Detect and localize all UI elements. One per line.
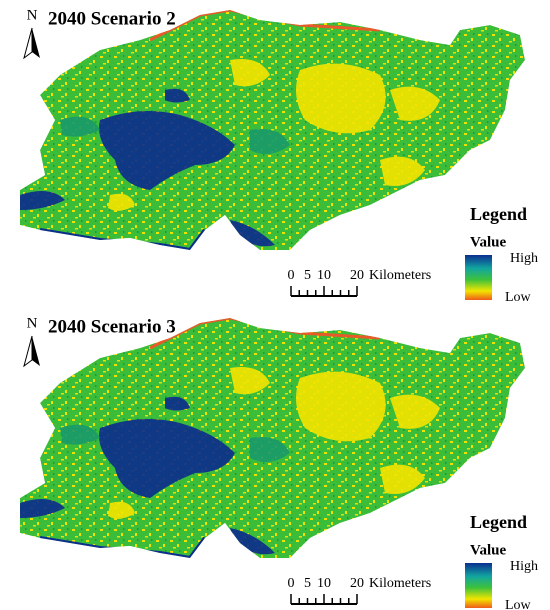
land-patch	[230, 528, 275, 555]
land-patch	[250, 129, 290, 154]
land-patch	[390, 86, 440, 121]
land-patch	[250, 437, 290, 462]
scale-label: 20	[350, 268, 364, 283]
land-patch	[108, 501, 135, 519]
legend-ramp	[465, 255, 492, 300]
legend-subtitle: Value	[470, 542, 506, 558]
region-map	[20, 318, 525, 558]
scale-label: 10	[317, 576, 331, 591]
scale-label: 20	[350, 576, 364, 591]
scale-label: 0	[288, 576, 295, 591]
legend-title: Legend	[470, 204, 527, 224]
legend-high: High	[510, 559, 538, 574]
land-patch	[108, 193, 135, 211]
panel-title: 2040 Scenario 3	[48, 316, 176, 337]
region-fill	[20, 318, 525, 558]
legend-subtitle: Value	[470, 234, 506, 250]
region-map	[20, 10, 525, 250]
land-patch	[99, 419, 235, 498]
land-patch	[60, 116, 100, 137]
land-patch	[60, 424, 100, 445]
legend-title: Legend	[470, 512, 527, 532]
north-arrow-half	[23, 335, 33, 368]
land-patch	[296, 63, 386, 134]
scale-unit: Kilometers	[369, 268, 431, 283]
map-panel: 2040 Scenario 3 N Legend Value High Low 0 5 10 20…	[20, 315, 538, 610]
land-patch	[380, 464, 425, 494]
land-patch	[165, 88, 190, 103]
legend-low: Low	[505, 290, 532, 305]
north-label: N	[27, 7, 38, 23]
land-patch	[380, 156, 425, 186]
scale-label: 5	[304, 576, 311, 591]
river-edge	[149, 318, 381, 350]
legend-high: High	[510, 251, 538, 266]
legend-ramp	[465, 563, 492, 608]
north-label: N	[27, 315, 38, 331]
land-patch	[99, 111, 235, 190]
north-arrow-half	[23, 27, 33, 60]
land-patch	[390, 394, 440, 429]
region-fill	[20, 10, 525, 250]
scale-unit: Kilometers	[369, 576, 431, 591]
land-patch	[230, 220, 275, 247]
scale-label: 5	[304, 268, 311, 283]
north-arrow	[32, 336, 40, 366]
land-patch	[230, 59, 270, 87]
land-patch	[230, 367, 270, 395]
map-panel: 2040 Scenario 2 N Legend Value High Low 0 5 10 20…	[20, 7, 538, 305]
scale-label: 10	[317, 268, 331, 283]
legend-low: Low	[505, 598, 532, 610]
north-arrow	[32, 28, 40, 58]
land-patch	[165, 396, 190, 411]
land-patch	[20, 499, 65, 518]
land-patch	[20, 191, 65, 210]
land-patch	[296, 371, 386, 442]
panel-title: 2040 Scenario 2	[48, 8, 176, 29]
scale-label: 0	[288, 268, 295, 283]
